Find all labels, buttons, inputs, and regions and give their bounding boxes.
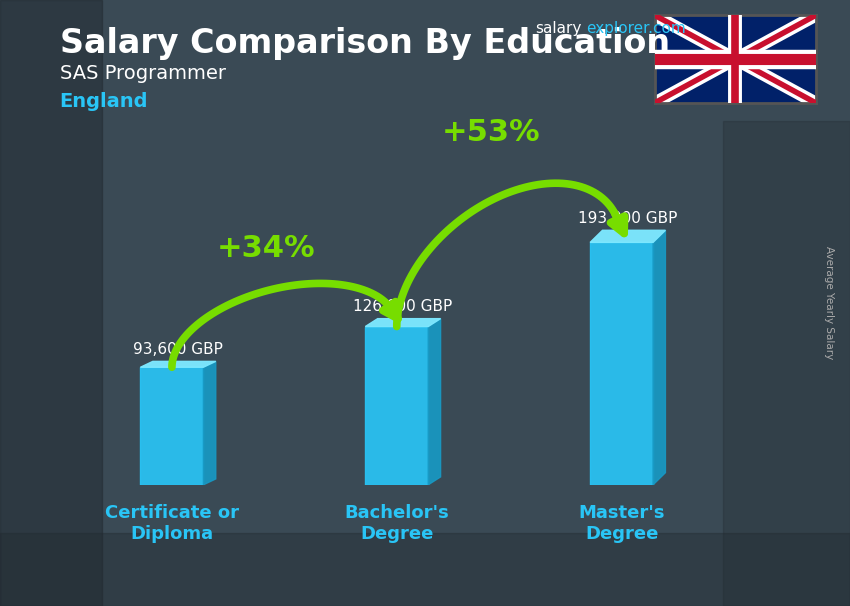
Polygon shape: [428, 319, 440, 485]
Text: Average Yearly Salary: Average Yearly Salary: [824, 247, 834, 359]
Text: +53%: +53%: [442, 118, 541, 147]
Bar: [590, 242, 653, 485]
Text: 126,000 GBP: 126,000 GBP: [354, 299, 452, 314]
Polygon shape: [203, 361, 216, 485]
Polygon shape: [590, 230, 666, 242]
Bar: [722, 121, 850, 606]
Bar: [0, 533, 850, 606]
Bar: [140, 367, 203, 485]
Text: 93,600 GBP: 93,600 GBP: [133, 342, 223, 357]
Text: +34%: +34%: [217, 234, 315, 262]
Polygon shape: [140, 361, 216, 367]
Text: explorer.com: explorer.com: [586, 21, 686, 36]
Polygon shape: [653, 230, 666, 485]
Bar: [366, 327, 428, 485]
Text: England: England: [60, 92, 148, 111]
Bar: [0, 0, 102, 606]
Text: Salary Comparison By Education: Salary Comparison By Education: [60, 27, 670, 60]
Text: 193,000 GBP: 193,000 GBP: [578, 211, 677, 226]
Text: SAS Programmer: SAS Programmer: [60, 64, 225, 82]
Polygon shape: [366, 319, 440, 327]
Text: salary: salary: [536, 21, 582, 36]
